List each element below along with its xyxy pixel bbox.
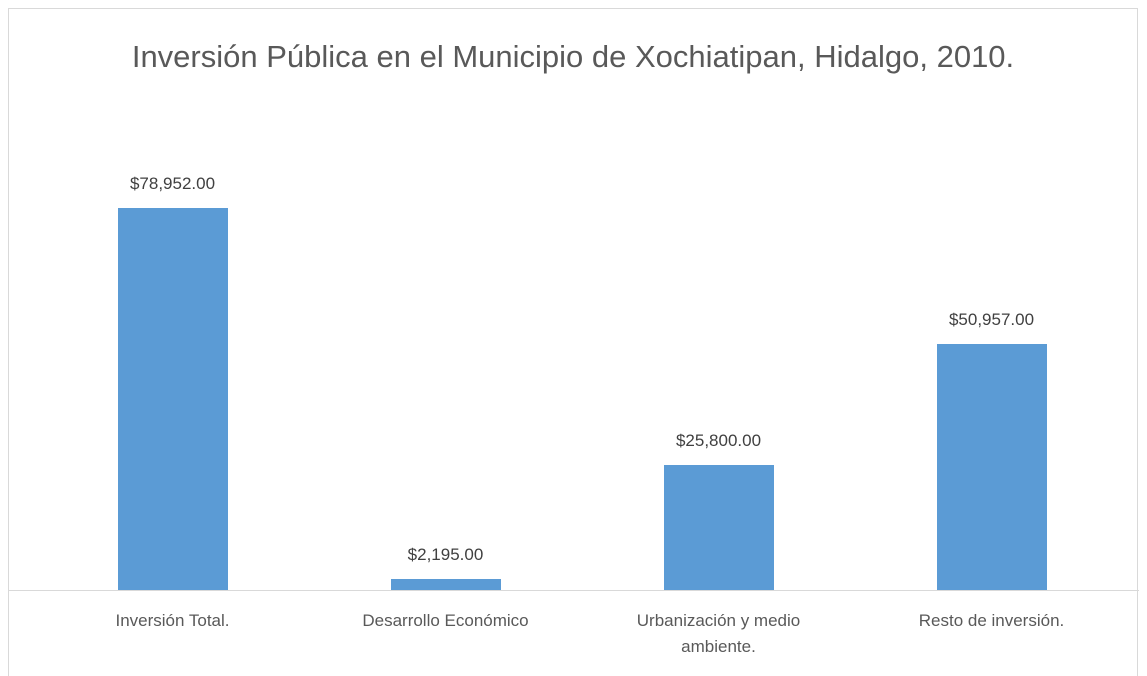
x-tick-label: Resto de inversión. <box>918 611 1065 630</box>
bar <box>936 343 1047 590</box>
bar <box>390 579 501 590</box>
data-label: $50,957.00 <box>948 309 1035 329</box>
x-tick-label: Desarrollo Económico <box>362 611 529 630</box>
data-label: $25,800.00 <box>675 431 762 451</box>
bar <box>117 208 228 590</box>
data-label: $78,952.00 <box>129 174 216 194</box>
x-tick-label: Inversión Total. <box>115 611 230 630</box>
x-tick-label: Urbanización y medio ambiente. <box>636 611 801 656</box>
x-axis <box>8 590 1139 591</box>
data-label: $2,195.00 <box>407 545 484 565</box>
bar <box>663 465 774 590</box>
chart-title: Inversión Pública en el Municipio de Xoc… <box>131 39 1015 74</box>
chart-frame <box>8 8 1138 676</box>
